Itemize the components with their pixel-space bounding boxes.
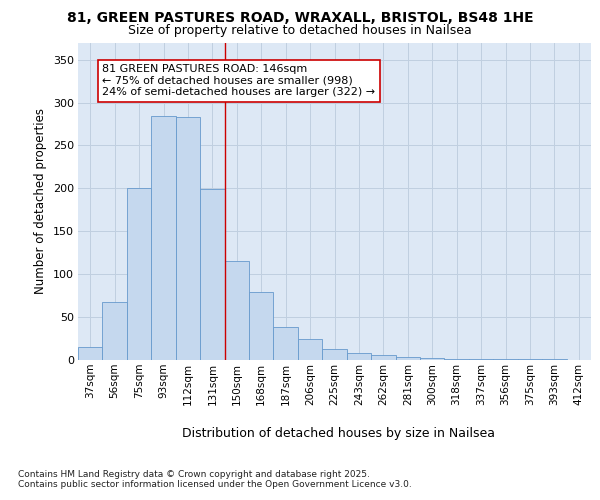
Bar bbox=[445, 359, 469, 360]
Bar bbox=[78, 347, 103, 360]
Bar bbox=[103, 302, 127, 360]
Text: Distribution of detached houses by size in Nailsea: Distribution of detached houses by size … bbox=[182, 428, 496, 440]
Text: 81 GREEN PASTURES ROAD: 146sqm
← 75% of detached houses are smaller (998)
24% of: 81 GREEN PASTURES ROAD: 146sqm ← 75% of … bbox=[103, 64, 376, 97]
Bar bbox=[151, 116, 176, 360]
Bar bbox=[493, 359, 518, 360]
Bar bbox=[176, 117, 200, 360]
Bar bbox=[200, 189, 224, 360]
Bar bbox=[518, 359, 542, 360]
Text: Contains HM Land Registry data © Crown copyright and database right 2025.
Contai: Contains HM Land Registry data © Crown c… bbox=[18, 470, 412, 490]
Text: Size of property relative to detached houses in Nailsea: Size of property relative to detached ho… bbox=[128, 24, 472, 37]
Bar bbox=[542, 359, 566, 360]
Bar bbox=[298, 340, 322, 360]
Text: 81, GREEN PASTURES ROAD, WRAXALL, BRISTOL, BS48 1HE: 81, GREEN PASTURES ROAD, WRAXALL, BRISTO… bbox=[67, 11, 533, 25]
Bar bbox=[322, 349, 347, 360]
Bar bbox=[274, 328, 298, 360]
Bar bbox=[347, 353, 371, 360]
Y-axis label: Number of detached properties: Number of detached properties bbox=[34, 108, 47, 294]
Bar bbox=[469, 359, 493, 360]
Bar bbox=[224, 262, 249, 360]
Bar bbox=[395, 356, 420, 360]
Bar bbox=[420, 358, 445, 360]
Bar bbox=[371, 355, 395, 360]
Bar bbox=[249, 292, 274, 360]
Bar bbox=[127, 188, 151, 360]
